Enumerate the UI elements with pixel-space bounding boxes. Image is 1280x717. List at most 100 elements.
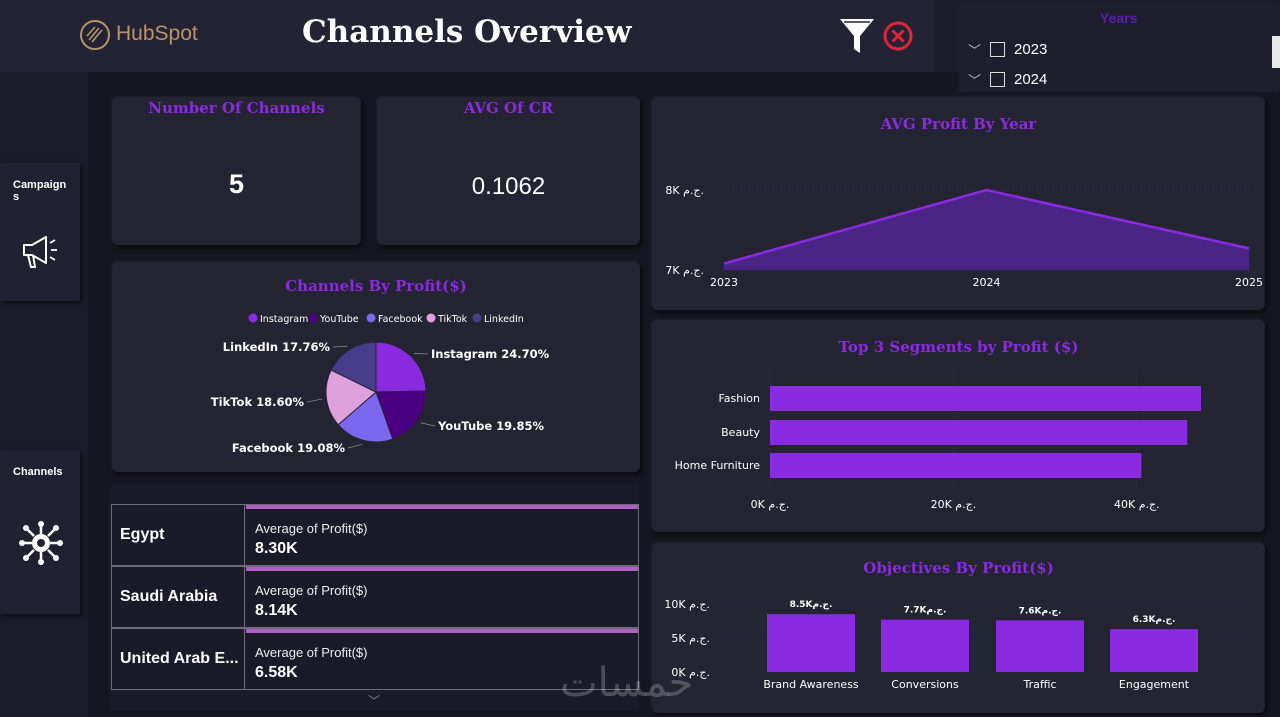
slice-label: LinkedIn 17.76% [223, 340, 331, 354]
bar [770, 386, 1201, 411]
table-row[interactable]: Egypt Average of Profit($) 8.30K [111, 504, 639, 566]
metric-label: Average of Profit($) [255, 645, 368, 660]
pie-slice [337, 391, 394, 443]
area-chart-card: AVG Profit By Year 8K ج.م. 7K ج.م. 2023 202… [652, 97, 1265, 310]
legend-label: TikTok [437, 314, 468, 325]
legend-swatch [366, 313, 376, 323]
x-tick-label: 0K ج.م. [751, 498, 790, 511]
bar [770, 420, 1188, 445]
leader-line [332, 345, 348, 348]
leader-line [420, 422, 436, 427]
legend-label: Facebook [378, 314, 423, 325]
chart-title: Channels By Profit($) [285, 277, 467, 295]
pie-slice [325, 369, 377, 426]
category-label: Fashion [718, 392, 760, 405]
kpi-value: 5 [228, 169, 245, 199]
chart-title: Objectives By Profit($) [863, 559, 1054, 577]
slice-label: Instagram 24.70% [431, 347, 550, 361]
bar [767, 614, 855, 672]
leader-line [347, 443, 363, 449]
area-fill [724, 190, 1249, 270]
checkbox[interactable] [990, 72, 1005, 87]
slicer-item-2023[interactable]: ﹀ 2023 [968, 41, 1048, 58]
pie-slice [330, 341, 377, 393]
nav-campaigns-button[interactable]: Campaign s [0, 163, 80, 301]
legend-swatch [472, 313, 482, 323]
nav-channels-button[interactable]: Channels [0, 450, 80, 614]
leader-line [413, 353, 429, 355]
page-title: Channels Overview [302, 14, 632, 50]
metric-label: Average of Profit($) [255, 521, 368, 536]
logo-text: HubSpot [116, 22, 198, 45]
table-row[interactable]: United Arab E... Average of Profit($) 6.… [111, 628, 639, 690]
country-profit-table: Egypt Average of Profit($) 8.30K Saudi A… [110, 484, 639, 710]
objectives-bar-chart: 10K ج.م. 5K ج.م. 0K ج.م. 8.5Kج.م. Brand Awar… [664, 598, 1250, 691]
category-label: Beauty [721, 426, 760, 439]
table-row[interactable]: Saudi Arabia Average of Profit($) 8.14K [111, 566, 639, 628]
pie-slice [375, 390, 427, 440]
country-name: Saudi Arabia [112, 567, 245, 627]
y-tick-label: 8K ج.م. [665, 184, 704, 197]
scroll-down-chevron-icon[interactable]: ﹀ [368, 694, 381, 708]
metric-value: 6.58K [255, 664, 298, 681]
category-label: Home Furniture [675, 459, 761, 472]
y-tick-label: 0K ج.م. [671, 666, 710, 679]
y-tick-label: 10K ج.م. [664, 598, 710, 611]
segments-chart-card: Top 3 Segments by Profit ($) 0K ج.م. 20K … [652, 320, 1265, 532]
kpi-card-channels: Number Of Channels 5 [112, 97, 361, 245]
chart-title: AVG Profit By Year [880, 115, 1037, 133]
kpi-card-cr: AVG Of CR 0.1062 [377, 97, 640, 245]
metric-label: Average of Profit($) [255, 583, 368, 598]
years-slicer: Years ﹀ 2023 ﹀ 2024 [958, 4, 1280, 92]
kpi-title: Number Of Channels [148, 99, 325, 117]
slice-label: YouTube 19.85% [437, 419, 545, 433]
watermark: خمسات [560, 660, 694, 706]
network-hub-icon [18, 520, 64, 566]
hubspot-logo-icon [80, 20, 110, 50]
nav-campaigns-label: Campaign s [13, 179, 67, 203]
x-tick-label: 20K ج.م. [931, 498, 977, 511]
legend-swatch [426, 313, 436, 323]
nav-channels-label: Channels [13, 466, 63, 478]
country-name: Egypt [112, 505, 245, 565]
chevron-down-icon[interactable]: ﹀ [968, 43, 982, 58]
chevron-down-icon[interactable]: ﹀ [968, 73, 982, 88]
leader-line [306, 398, 323, 403]
segments-bar-chart: 0K ج.م. 20K ج.م. 40K ج.م. Fashion Beauty Home… [675, 372, 1201, 511]
chart-title: Top 3 Segments by Profit ($) [838, 338, 1079, 356]
legend-swatch [308, 313, 318, 323]
x-tick-label: 40K ج.م. [1114, 498, 1160, 511]
legend-label: Instagram [260, 314, 308, 325]
slice-label: Facebook 19.08% [232, 441, 346, 455]
legend-label: YouTube [319, 314, 359, 325]
pie-chart-card: Channels By Profit($) Instagram YouTube Fa… [112, 262, 640, 472]
bar [1110, 629, 1198, 672]
category-label: Brand Awareness [763, 678, 859, 691]
slicer-item-2024[interactable]: ﹀ 2024 [968, 71, 1048, 88]
checkbox[interactable] [990, 42, 1005, 57]
category-label: Traffic [1022, 678, 1056, 691]
slicer-title: Years [1100, 10, 1138, 26]
close-circle-icon[interactable] [882, 20, 914, 52]
legend-label: LinkedIn [484, 314, 524, 325]
data-label: 6.3Kج.م. [1133, 615, 1176, 625]
area-chart: 8K ج.م. 7K ج.م. 2023 2024 2025 [665, 184, 1263, 289]
funnel-icon[interactable] [838, 16, 876, 56]
bar [881, 619, 969, 672]
pie-slice [375, 341, 427, 393]
y-tick-label: 5K ج.م. [671, 632, 710, 645]
megaphone-icon [20, 231, 60, 271]
data-label: 7.7Kج.م. [904, 606, 947, 616]
country-name: United Arab E... [112, 629, 245, 689]
category-label: Engagement [1119, 678, 1190, 691]
legend-swatch [248, 313, 258, 323]
slice-label: TikTok 18.60% [211, 395, 305, 409]
metric-value: 8.30K [255, 540, 298, 557]
bar [770, 453, 1142, 478]
metric-value: 8.14K [255, 602, 298, 619]
slicer-scrollbar[interactable] [1272, 36, 1280, 68]
category-label: Conversions [891, 678, 959, 691]
x-tick-label: 2024 [973, 276, 1001, 289]
y-tick-label: 7K ج.م. [665, 264, 704, 277]
kpi-value: 0.1062 [471, 173, 546, 200]
